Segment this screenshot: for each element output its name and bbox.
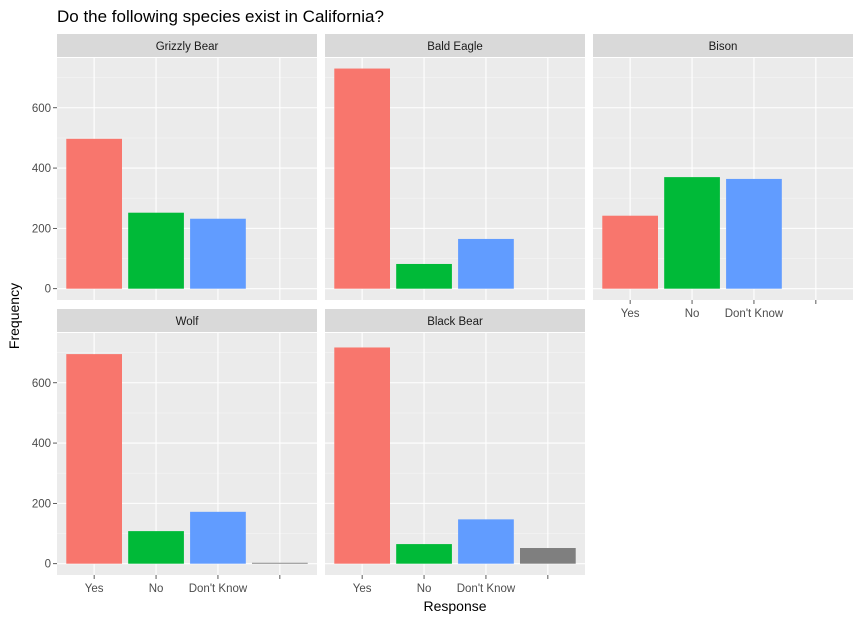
x-tick-label: Don't Know	[725, 308, 784, 320]
x-axis-title: Response	[423, 598, 486, 614]
facet-strip	[325, 34, 585, 57]
bar-no	[664, 177, 720, 289]
bar-don-t-know	[458, 519, 514, 564]
x-tick-label: Yes	[621, 308, 640, 320]
chart-title: Do the following species exist in Califo…	[57, 7, 384, 26]
facet-strip-label: Grizzly Bear	[156, 41, 219, 53]
bar-yes	[334, 347, 390, 564]
facet-strip-label: Bison	[709, 41, 738, 53]
bar-don-t-know	[190, 511, 246, 564]
y-tick-label: 600	[32, 103, 51, 115]
facet-strip	[593, 34, 853, 57]
bar-don-t-know	[190, 218, 246, 289]
bar-don-t-know	[458, 238, 514, 289]
panel-bald-eagle: Bald Eagle	[325, 34, 585, 300]
y-axis-title: Frequency	[6, 283, 22, 349]
y-tick-label: 400	[32, 163, 51, 175]
x-tick-label: No	[417, 583, 432, 595]
y-tick-label: 200	[32, 498, 51, 510]
bar-na	[520, 548, 576, 564]
x-tick-label: Yes	[85, 583, 104, 595]
facet-strip	[57, 34, 317, 57]
y-tick-label: 400	[32, 438, 51, 450]
bar-no	[396, 544, 452, 564]
y-tick-label: 200	[32, 223, 51, 235]
x-tick-label: No	[685, 308, 700, 320]
y-tick-label: 0	[45, 284, 51, 296]
panels: Grizzly Bear 0 200 400 600 Bald Eagle Bison Yes…	[32, 34, 853, 595]
facet-strip-label: Bald Eagle	[427, 41, 483, 53]
bar-yes	[334, 68, 390, 289]
x-tick-label: Don't Know	[189, 583, 248, 595]
panel-grizzly-bear: Grizzly Bear 0 200 400 600	[32, 34, 317, 300]
facet-strip-label: Wolf	[176, 316, 200, 328]
x-tick-label: No	[149, 583, 164, 595]
bar-don-t-know	[726, 178, 782, 289]
facet-strip-label: Black Bear	[427, 316, 483, 328]
bar-no	[128, 531, 184, 564]
facet-strip	[325, 309, 585, 332]
bar-yes	[602, 215, 658, 289]
bar-yes	[66, 354, 122, 564]
panel-bison: Bison Yes No Don't Know	[593, 34, 853, 320]
x-tick-label: Yes	[353, 583, 372, 595]
facet-strip	[57, 309, 317, 332]
bar-na	[252, 562, 308, 564]
y-tick-label: 600	[32, 378, 51, 390]
panel-wolf: Wolf 0 200 400 600 Yes No Don't Know	[32, 309, 317, 595]
bar-no	[396, 263, 452, 289]
x-tick-label: Don't Know	[457, 583, 516, 595]
y-tick-label: 0	[45, 559, 51, 571]
bar-yes	[66, 138, 122, 289]
bar-no	[128, 212, 184, 289]
panel-black-bear: Black Bear Yes No Don't Know	[325, 309, 585, 595]
